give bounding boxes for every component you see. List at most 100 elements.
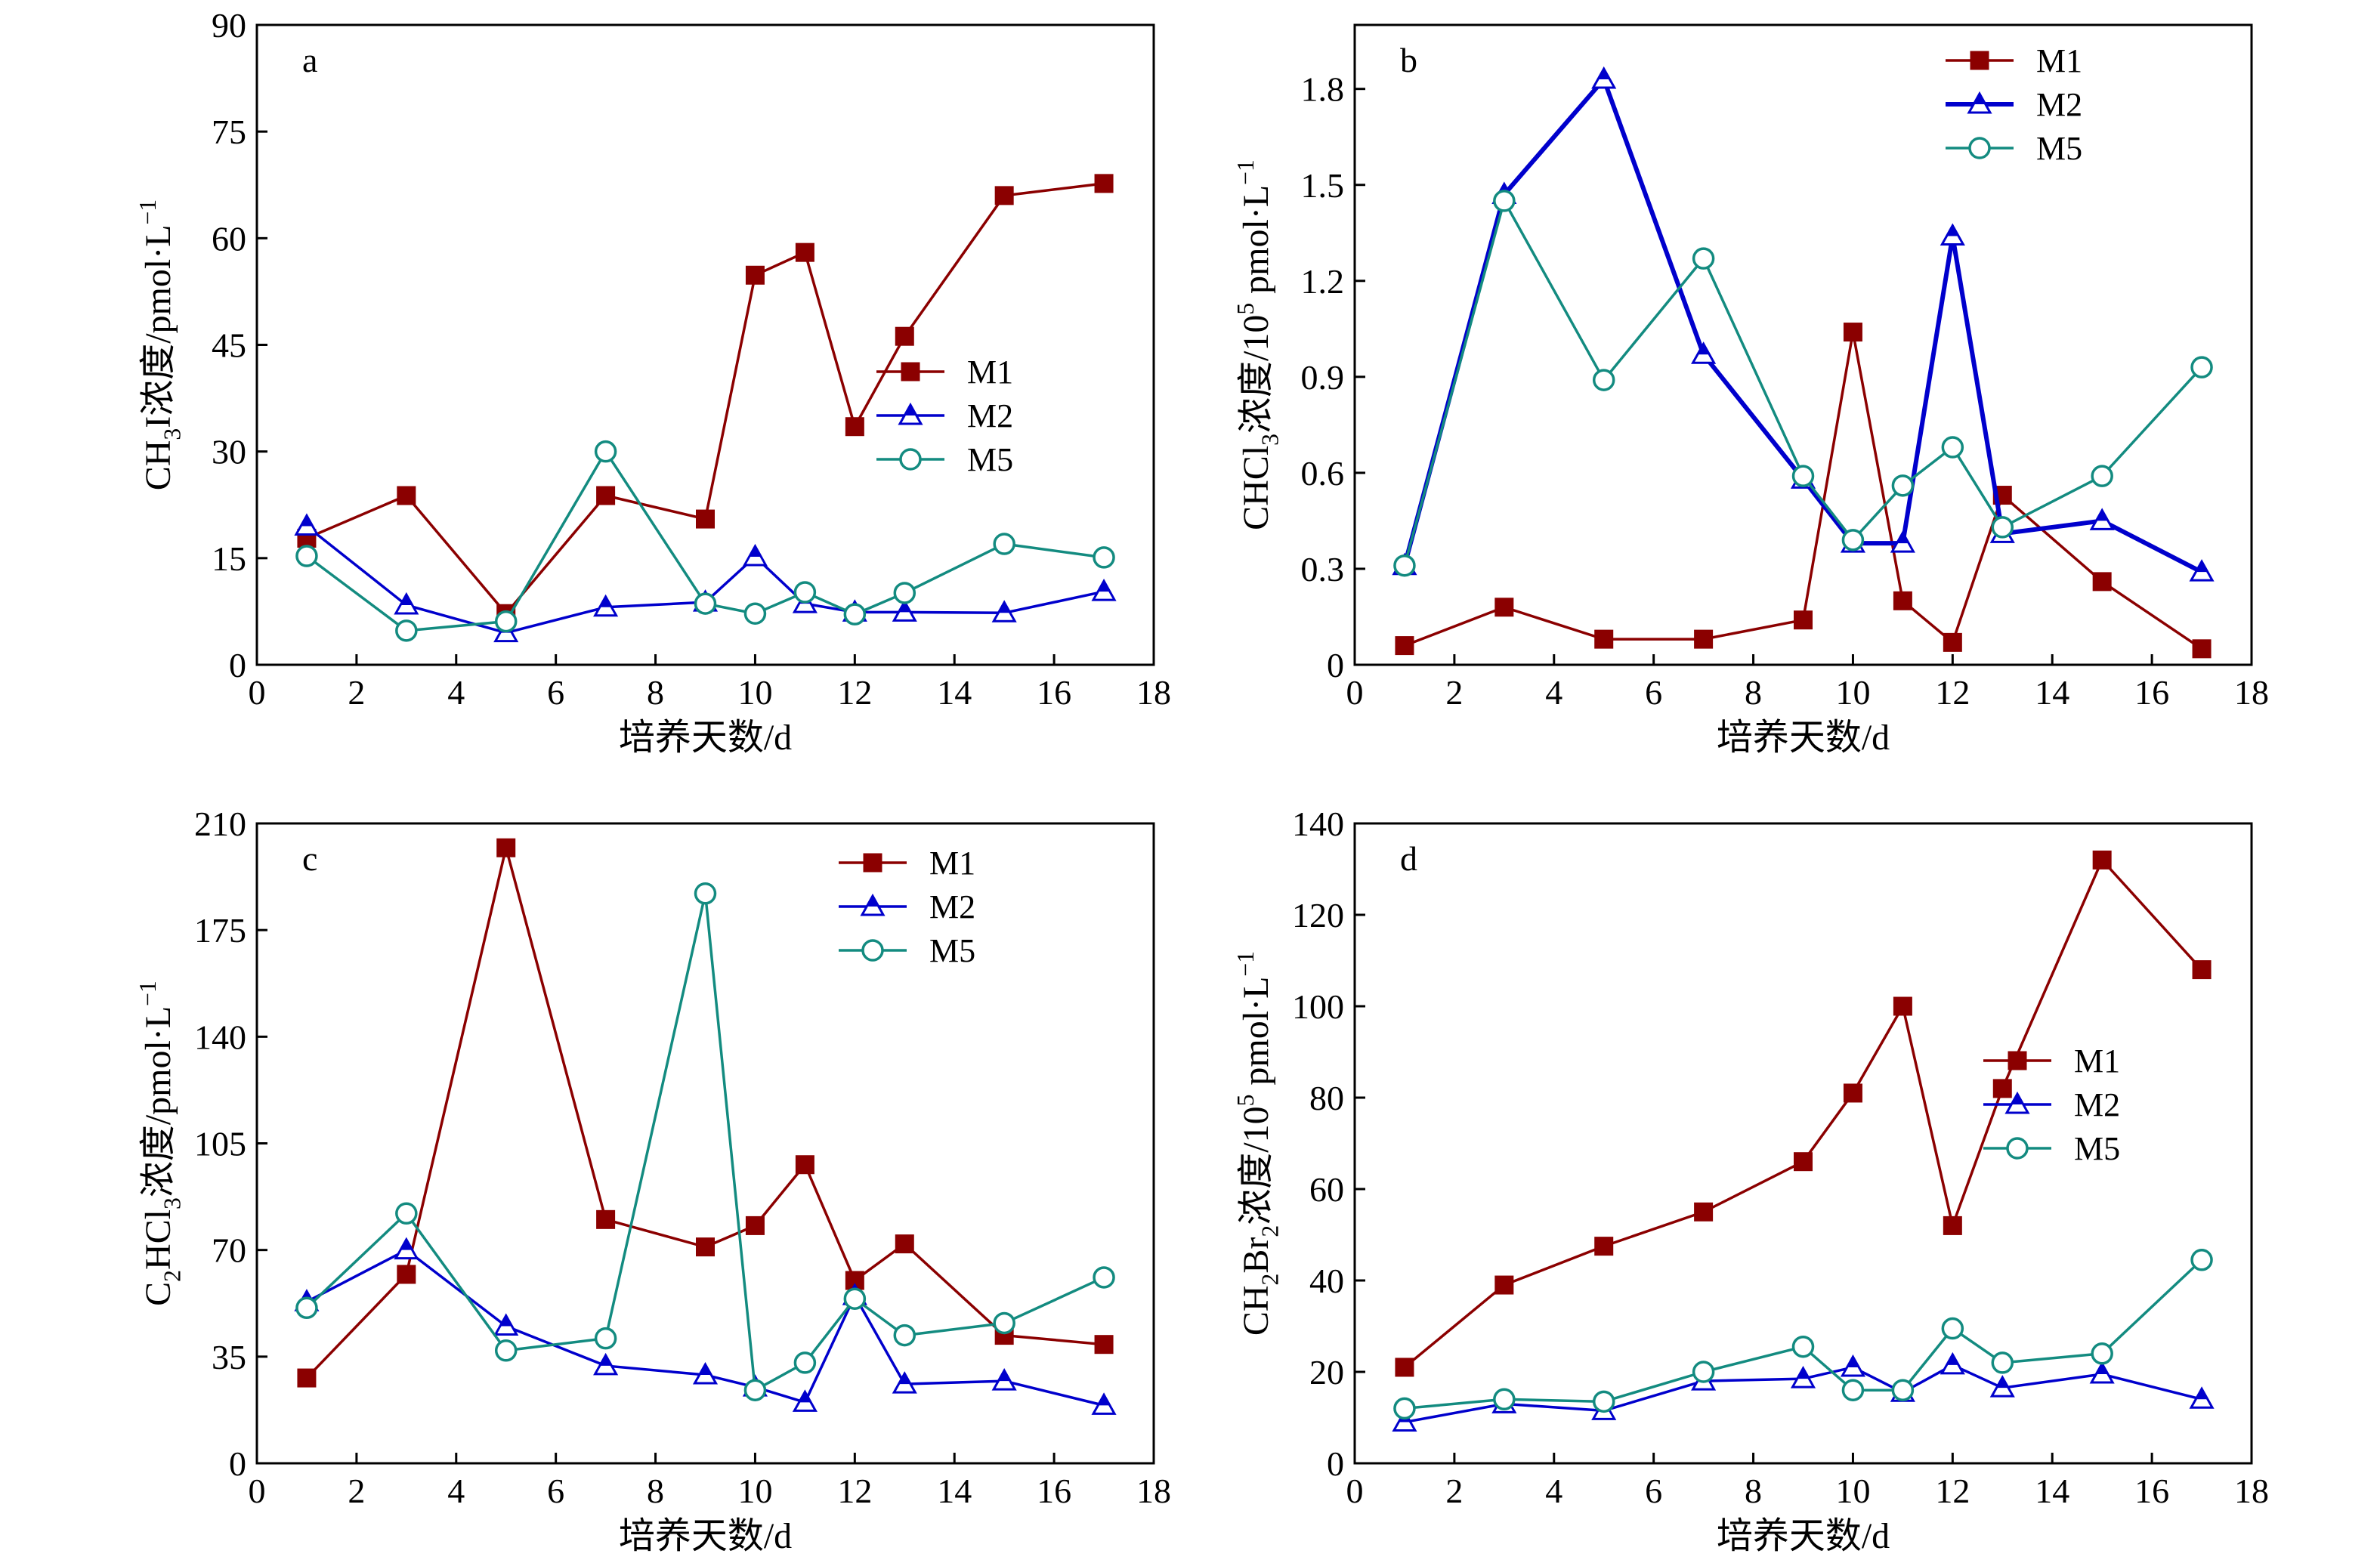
data-point-m5 [494,1339,518,1362]
x-tick-label: 0 [1346,673,1364,712]
x-tick-label: 2 [348,673,365,712]
x-tick-label: 8 [647,1472,664,1510]
x-tick-label: 12 [1935,673,1970,712]
chart-panel-b: 0 2 4 6 8 10 12 14 16 18 0 0.3 0.6 0.9 1.2 1.5 1.8 培养天数/d… [1232,23,2269,758]
legend-label: M5 [929,932,975,969]
y-tick-label: 0 [229,1444,246,1483]
y-tick-label: 90 [212,6,246,45]
data-point-m2-fill [998,1370,1011,1382]
data-point-m5 [594,440,617,463]
data-point-m5 [743,1379,767,1401]
x-tick-label: 18 [1136,673,1171,712]
data-point-m5 [1093,546,1115,569]
legend-label: M5 [2074,1130,2120,1167]
data-point-m1 [1794,610,1813,630]
data-point-m5 [843,603,867,626]
data-point-m2-fill [400,594,413,605]
x-tick-label: 14 [937,1472,972,1510]
data-point-m5 [1093,1266,1115,1289]
data-point-m1 [1094,1335,1114,1354]
x-tick-label: 4 [447,673,465,712]
data-point-m5 [2091,465,2113,487]
data-point-m5 [295,545,318,567]
data-point-m2-fill [599,1354,612,1366]
data-point-m1 [2192,639,2212,659]
data-point-m5 [1941,436,1964,459]
y-tick-label: 210 [194,805,246,843]
data-point-m2-fill [898,601,911,613]
x-tick-label: 6 [1645,673,1662,712]
panel-letter: d [1400,839,1417,878]
x-tick-label: 10 [737,673,772,712]
data-point-m2-fill [2196,561,2208,573]
data-point-m5 [793,1351,817,1374]
data-point-m5 [993,1311,1015,1335]
legend-marker [899,448,922,471]
data-point-m5 [2190,1249,2213,1271]
data-point-m5 [694,882,717,905]
data-point-m1 [1594,1237,1614,1256]
legend-marker-fill [1974,94,1986,104]
legend-marker-fill [867,896,879,907]
data-point-m1 [745,265,765,285]
x-tick-label: 8 [1745,1472,1762,1510]
data-point-m2-fill [2096,1364,2109,1375]
data-point-m1 [795,1155,814,1175]
legend-marker [863,853,882,873]
data-point-m2-fill [998,602,1011,613]
data-point-m1 [696,509,715,529]
data-point-m5 [395,619,418,642]
data-point-m1 [1694,1202,1714,1222]
y-tick-label: 70 [212,1231,246,1270]
x-tick-label: 14 [2035,1472,2069,1510]
series-line-m1 [1404,330,2203,650]
legend-label: M1 [2036,42,2082,79]
x-tick-label: 10 [1835,673,1870,712]
data-point-m1 [1893,591,1912,610]
series-line-m5 [1403,199,2203,567]
y-tick-label: 140 [194,1018,246,1056]
data-point-m2-fill [599,596,612,607]
data-point-m1 [596,1209,616,1229]
data-point-m5 [1791,465,1815,487]
x-tick-label: 4 [1545,673,1562,712]
data-point-m5 [1791,1335,1815,1358]
data-point-m2-fill [499,1315,512,1327]
data-point-m1 [1494,598,1514,617]
data-point-m5 [893,1324,916,1347]
data-point-m1 [745,1215,765,1235]
y-tick-label: 40 [1309,1262,1344,1300]
y-tick-label: 0.3 [1301,550,1345,588]
data-point-m2-fill [2196,1388,2208,1400]
y-tick-label: 0.6 [1301,454,1345,493]
legend-label: M1 [929,845,975,882]
y-tick-label: 60 [212,219,246,258]
x-tick-label: 16 [2134,1472,2169,1510]
legend-label: M2 [2036,86,2082,123]
x-tick-label: 10 [1835,1472,1870,1510]
legend-label: M1 [2074,1043,2120,1080]
y-axis-title: CHCl3浓度/105 pmol·L−1 [1232,159,1284,530]
data-point-m2-fill [1597,68,1610,79]
data-point-m1 [1494,1275,1514,1295]
panel-letter: b [1400,41,1417,79]
data-point-m2-fill [1847,1356,1859,1367]
legend: M1 M2 M5 [1946,42,2082,167]
data-point-m5 [743,602,767,625]
data-point-m5 [1891,1379,1915,1401]
data-point-m5 [395,1202,418,1225]
legend: M1 M2 M5 [876,354,1013,478]
plot-frame [1353,822,2253,1465]
data-point-m5 [2091,1342,2113,1365]
data-point-m1 [1843,1083,1862,1103]
x-tick-label: 0 [249,673,266,712]
data-point-m1 [496,838,516,857]
data-point-m1 [696,1237,715,1257]
x-axis-title: 培养天数/d [1717,718,1890,758]
legend-label: M1 [967,354,1013,391]
y-tick-label: 30 [212,433,246,471]
data-point-m2-fill [2096,510,2109,521]
data-point-m2-fill [1996,1377,2009,1388]
data-point-m1 [895,1234,914,1254]
